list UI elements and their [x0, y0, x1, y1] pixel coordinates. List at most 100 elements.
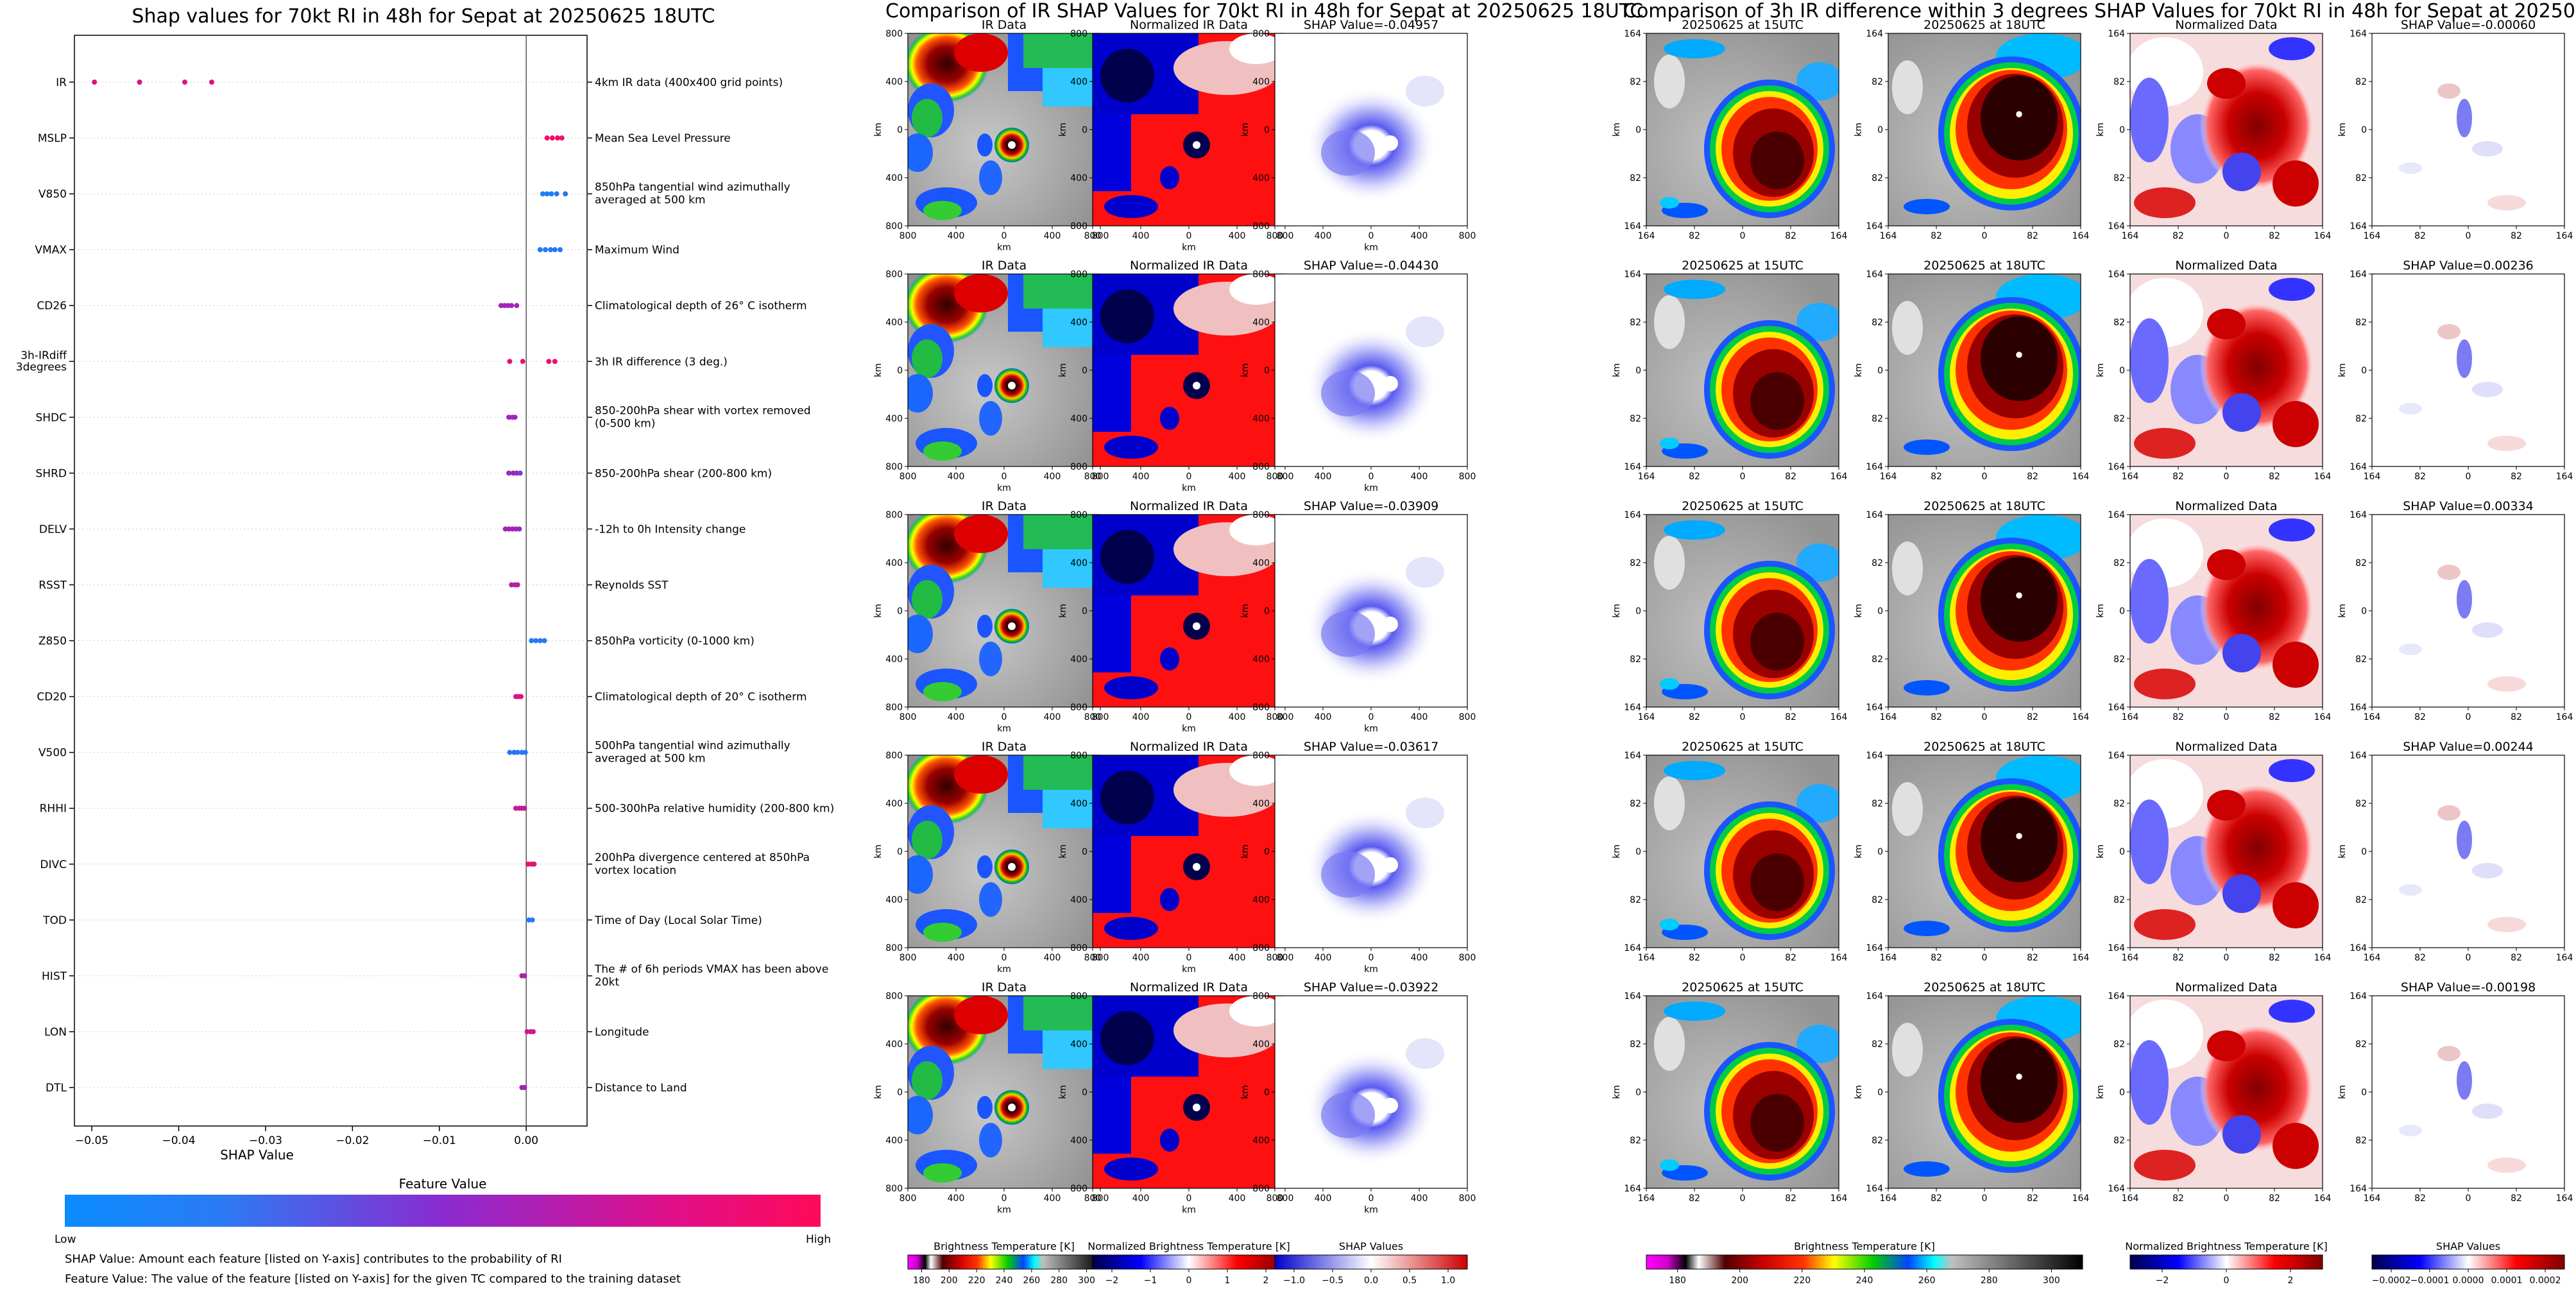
- tile-x-tick-label: 400: [1229, 712, 1246, 722]
- shap-point: [522, 973, 527, 978]
- left-chart-title: Shap values for 70kt RI in 48h for Sepat…: [132, 5, 715, 28]
- tile-x-tick-label: 800: [1092, 472, 1109, 482]
- tile-x-tick-label: 164: [2556, 472, 2573, 482]
- feature-name: 3degrees: [16, 361, 67, 373]
- tile-y-tick-label: 82: [2113, 77, 2125, 87]
- tile-x-tick-label: 82: [2511, 231, 2522, 241]
- tile-title: Normalized IR Data: [1130, 980, 1248, 994]
- feature-description: Climatological depth of 26° C isotherm: [595, 300, 807, 312]
- tile-y-tick-label: 800: [1252, 510, 1270, 520]
- tile-y-tick-label: 400: [885, 77, 903, 87]
- tile-x-tick-label: 800: [1277, 953, 1294, 963]
- tile-y-tick-label: 400: [885, 1039, 903, 1050]
- tile-y-tick-label: 164: [1624, 703, 1641, 713]
- plot-frame: [74, 35, 588, 1127]
- tile-y-tick-label: 164: [1866, 269, 1883, 280]
- tile-x-label: km: [1364, 243, 1378, 253]
- tile-x-tick-label: 0: [2224, 1193, 2230, 1204]
- ir-shap-grid: IR Data 800 400 0 400 800 800 400 0 400 800 km km Nor…: [873, 18, 1476, 1286]
- colorbar-tick-label: 0: [2224, 1276, 2230, 1286]
- feature-name: LON: [44, 1026, 67, 1039]
- tile-y-tick-label: 164: [1624, 1184, 1641, 1194]
- tile-y-tick-label: 82: [1872, 799, 1883, 809]
- tile-x-tick-label: 164: [1830, 712, 1848, 722]
- tile-y-tick-label: 0: [1877, 1088, 1883, 1098]
- tile-x-tick-label: 82: [1689, 231, 1700, 241]
- tile-y-tick-label: 400: [1070, 895, 1088, 905]
- tile-y-tick-label: 82: [1872, 1039, 1883, 1050]
- tile-title: 20250625 at 18UTC: [1923, 980, 2045, 994]
- tile-x-tick-label: 82: [2172, 953, 2184, 963]
- tile-x-tick-label: 82: [2269, 712, 2280, 722]
- feature-description: 4km IR data (400x400 grid points): [595, 76, 783, 89]
- tile-y-label: km: [2095, 123, 2106, 137]
- tile-title: SHAP Value=0.00334: [2403, 499, 2534, 513]
- tile-x-tick-label: 800: [1092, 231, 1109, 241]
- tile-y-tick-label: 0: [2361, 125, 2367, 135]
- tile-y-label: km: [2095, 604, 2106, 618]
- image-tile: [908, 755, 1100, 948]
- tile-y-tick-label: 400: [1252, 558, 1270, 568]
- image-tile: [1093, 274, 1285, 466]
- tile-y-tick-label: 82: [1872, 558, 1883, 568]
- colorbar-tick-label: −0.5: [1322, 1276, 1343, 1286]
- tile-x-tick-label: 82: [2511, 1193, 2522, 1204]
- tile-y-tick-label: 400: [1252, 1136, 1270, 1146]
- tile-y-tick-label: 800: [1070, 943, 1088, 953]
- tile-y-label: km: [1612, 1085, 1622, 1099]
- tile-title: 20250625 at 15UTC: [1682, 980, 1804, 994]
- tile-y-tick-label: 82: [2113, 799, 2125, 809]
- tile-y-tick-label: 82: [2113, 558, 2125, 568]
- tile-x-tick-label: 0: [1982, 953, 1988, 963]
- tile-x-tick-label: 82: [2511, 472, 2522, 482]
- tile-y-tick-label: 164: [1866, 943, 1883, 953]
- tile-x-tick-label: 82: [2414, 712, 2426, 722]
- feature-name: HIST: [42, 970, 67, 983]
- tile-y-tick-label: 82: [2355, 895, 2367, 905]
- tile-y-label: km: [1058, 123, 1068, 137]
- colorbar-label: Normalized Brightness Temperature [K]: [1088, 1240, 1290, 1252]
- tile-x-tick-label: 400: [1229, 953, 1246, 963]
- tile-y-tick-label: 0: [1082, 125, 1088, 135]
- tile-y-tick-label: 82: [1872, 173, 1883, 184]
- tile-title: Normalized Data: [2175, 980, 2277, 994]
- tile-y-tick-label: 82: [1630, 895, 1641, 905]
- image-tile: [1646, 274, 1839, 466]
- tile-y-tick-label: 164: [2108, 269, 2125, 280]
- tile-y-tick-label: 82: [1630, 654, 1641, 665]
- tile-y-tick-label: 82: [2113, 318, 2125, 328]
- tile-title: IR Data: [982, 499, 1027, 513]
- tile-x-tick-label: 0: [2466, 953, 2471, 963]
- shap-point: [558, 247, 563, 253]
- tile-y-tick-label: 0: [1082, 1088, 1088, 1098]
- tile-y-tick-label: 400: [1070, 799, 1088, 809]
- tile-y-tick-label: 164: [1624, 991, 1641, 1002]
- tile-x-tick-label: 82: [1931, 712, 1942, 722]
- tile-y-tick-label: 164: [1866, 510, 1883, 520]
- tile-y-tick-label: 164: [2108, 703, 2125, 713]
- tile-x-tick-label: 800: [1267, 472, 1284, 482]
- tile-x-tick-label: 0: [1186, 1193, 1192, 1204]
- image-tile: [1646, 755, 1839, 948]
- tile-x-tick-label: 400: [1411, 1193, 1428, 1204]
- colorbar-tick-label: 300: [1078, 1276, 1095, 1286]
- tile-x-label: km: [997, 243, 1011, 253]
- tile-title: IR Data: [982, 980, 1027, 994]
- tile-title: 20250625 at 15UTC: [1682, 259, 1804, 273]
- tile-y-tick-label: 400: [885, 414, 903, 424]
- feature-description: 500hPa tangential wind azimuthally: [595, 740, 790, 753]
- tile-y-label: km: [1612, 123, 1622, 137]
- tile-x-tick-label: 82: [2172, 712, 2184, 722]
- tile-x-tick-label: 0: [1369, 231, 1374, 241]
- colorbar-label: SHAP Values: [2436, 1240, 2500, 1252]
- tile-title: SHAP Value=-0.04957: [1304, 18, 1438, 32]
- tile-y-tick-label: 0: [1635, 606, 1641, 617]
- shap-point: [549, 135, 555, 141]
- tile-y-tick-label: 800: [1252, 991, 1270, 1002]
- tile-y-tick-label: 164: [2350, 751, 2367, 761]
- tile-y-label: km: [2337, 123, 2348, 137]
- tile-y-tick-label: 800: [1070, 510, 1088, 520]
- tile-x-tick-label: 164: [1830, 231, 1848, 241]
- image-tile: [2130, 33, 2323, 226]
- tile-x-tick-label: 0: [2466, 1193, 2471, 1204]
